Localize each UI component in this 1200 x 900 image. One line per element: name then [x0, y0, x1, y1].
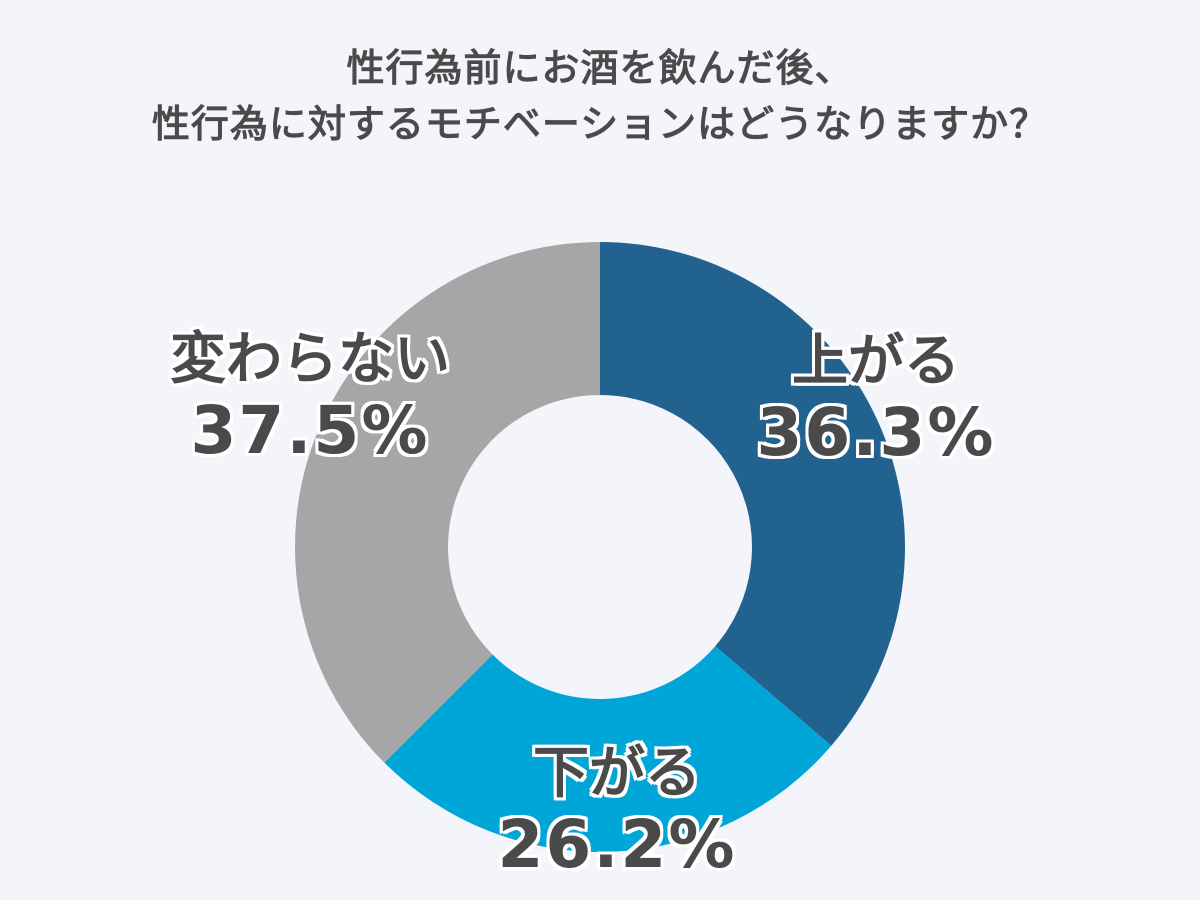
- slice-kawaranai: [295, 242, 600, 763]
- slice-agaru: [600, 242, 905, 746]
- chart-title-line-1: 性行為前にお酒を飲んだ後、: [346, 46, 854, 90]
- slice-label-agaru: 上がる 36.3%: [757, 329, 996, 471]
- slice-value-kawaranai: 37.5%: [190, 392, 430, 469]
- chart-title-line-2: 性行為に対するモチベーションはどうなりますか？: [151, 102, 1049, 146]
- slice-name-sagaru: 下がる: [532, 741, 701, 806]
- slice-sagaru: [384, 646, 832, 852]
- slice-name-agaru: 上がる: [791, 329, 960, 394]
- slice-label-sagaru: 下がる 26.2%: [498, 741, 737, 883]
- slice-label-kawaranai: 変わらない 37.5%: [170, 327, 450, 469]
- slice-value-sagaru: 26.2%: [497, 806, 737, 883]
- chart-title: 性行為前にお酒を飲んだ後、 性行為に対するモチベーションはどうなりますか？: [0, 40, 1200, 152]
- slice-value-agaru: 36.3%: [756, 394, 996, 471]
- slice-name-kawaranai: 変わらない: [170, 327, 450, 392]
